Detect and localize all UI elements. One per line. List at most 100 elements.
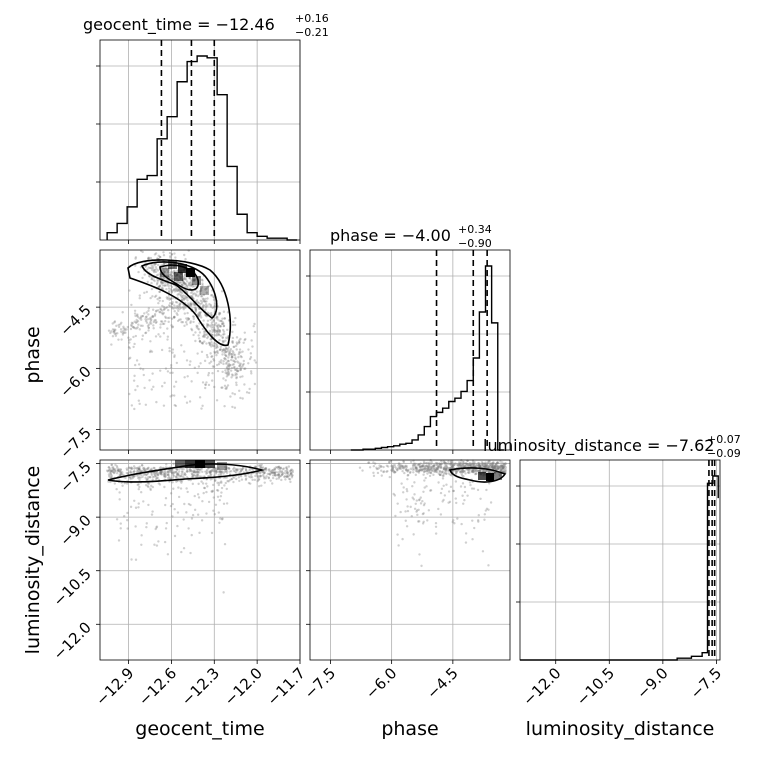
sample-point: [224, 470, 228, 473]
sample-point: [262, 475, 266, 478]
sample-point: [159, 323, 162, 326]
sample-point: [129, 471, 133, 474]
sample-point: [438, 470, 442, 473]
sample-point: [171, 476, 175, 479]
sample-point: [413, 493, 416, 496]
sample-point: [419, 502, 423, 505]
sample-point: [216, 495, 220, 498]
sample-point: [468, 464, 472, 467]
sample-point: [224, 371, 227, 374]
sample-point: [141, 464, 144, 467]
sample-point: [447, 490, 451, 493]
sample-point: [397, 544, 400, 547]
sample-point: [190, 283, 193, 286]
sample-point: [149, 266, 152, 270]
sample-point: [116, 466, 119, 469]
sample-point: [221, 470, 224, 473]
sample-point: [178, 281, 182, 284]
sample-point: [138, 317, 141, 320]
sample-point: [214, 346, 218, 350]
sample-point: [498, 465, 501, 468]
sample-point: [227, 467, 230, 470]
sample-point: [204, 297, 207, 301]
sample-point: [174, 404, 178, 408]
sample-point: [499, 460, 502, 463]
sample-point: [175, 480, 178, 483]
sample-point: [385, 470, 388, 473]
sample-point: [215, 345, 219, 348]
sample-point: [461, 494, 464, 497]
sample-point: [166, 470, 170, 474]
sample-point: [259, 465, 262, 468]
sample-point: [134, 334, 138, 338]
sample-point: [132, 326, 136, 329]
sample-point: [230, 352, 233, 356]
sample-point: [143, 312, 146, 315]
sample-point: [498, 467, 501, 470]
sample-point: [225, 466, 229, 469]
x-tick-label: −12.9: [92, 664, 137, 709]
sample-point: [183, 275, 187, 278]
sample-point: [134, 506, 138, 509]
sample-point: [195, 474, 199, 477]
sample-point: [197, 334, 200, 337]
sample-point: [216, 333, 219, 336]
sample-point: [135, 470, 139, 473]
sample-point: [162, 311, 165, 315]
sample-point: [189, 284, 193, 287]
sample-point: [141, 467, 145, 470]
sample-point: [150, 472, 153, 475]
sample-point: [405, 525, 409, 528]
sample-point: [179, 281, 182, 284]
sample-point: [185, 401, 189, 404]
sample-point: [212, 496, 215, 499]
sample-point: [289, 480, 292, 484]
sample-point: [147, 313, 150, 316]
sample-point: [172, 316, 176, 319]
sample-point: [484, 461, 487, 464]
svg-text:phase = −4.00: phase = −4.00: [330, 226, 451, 245]
sample-point: [205, 482, 208, 485]
svg-text:luminosity_distance = −7.62: luminosity_distance = −7.62: [483, 436, 714, 456]
sample-point: [425, 485, 428, 488]
sample-point: [227, 466, 230, 470]
sample-point: [445, 468, 448, 471]
sample-point: [215, 334, 218, 337]
sample-point: [172, 487, 175, 490]
sample-point: [426, 466, 429, 469]
sample-point: [133, 474, 137, 478]
sample-point: [470, 470, 474, 474]
sample-point: [213, 467, 216, 471]
sample-point: [153, 279, 156, 283]
sample-point: [494, 466, 497, 469]
sample-point: [169, 297, 172, 300]
sample-point: [159, 320, 163, 323]
sample-point: [499, 466, 503, 469]
sample-point: [113, 482, 116, 485]
sample-point: [440, 466, 443, 469]
sample-point: [166, 274, 169, 278]
sample-point: [191, 475, 194, 479]
sample-point: [216, 351, 219, 355]
sample-point: [181, 321, 185, 324]
sample-point: [191, 295, 194, 298]
sample-point: [288, 478, 292, 481]
sample-point: [474, 468, 477, 471]
sample-point: [119, 328, 123, 331]
sample-point: [235, 348, 238, 351]
sample-point: [176, 473, 179, 476]
sample-point: [170, 305, 173, 309]
sample-point: [228, 470, 231, 473]
sample-point: [112, 330, 116, 333]
sample-point: [110, 476, 114, 479]
sample-point: [183, 253, 186, 257]
sample-point: [201, 297, 205, 300]
sample-point: [154, 527, 157, 531]
sample-point: [169, 273, 172, 276]
sample-point: [440, 487, 444, 491]
sample-point: [151, 308, 155, 311]
sample-point: [156, 472, 159, 475]
sample-point: [205, 512, 208, 515]
sample-point: [279, 466, 283, 470]
sample-point: [151, 485, 155, 489]
